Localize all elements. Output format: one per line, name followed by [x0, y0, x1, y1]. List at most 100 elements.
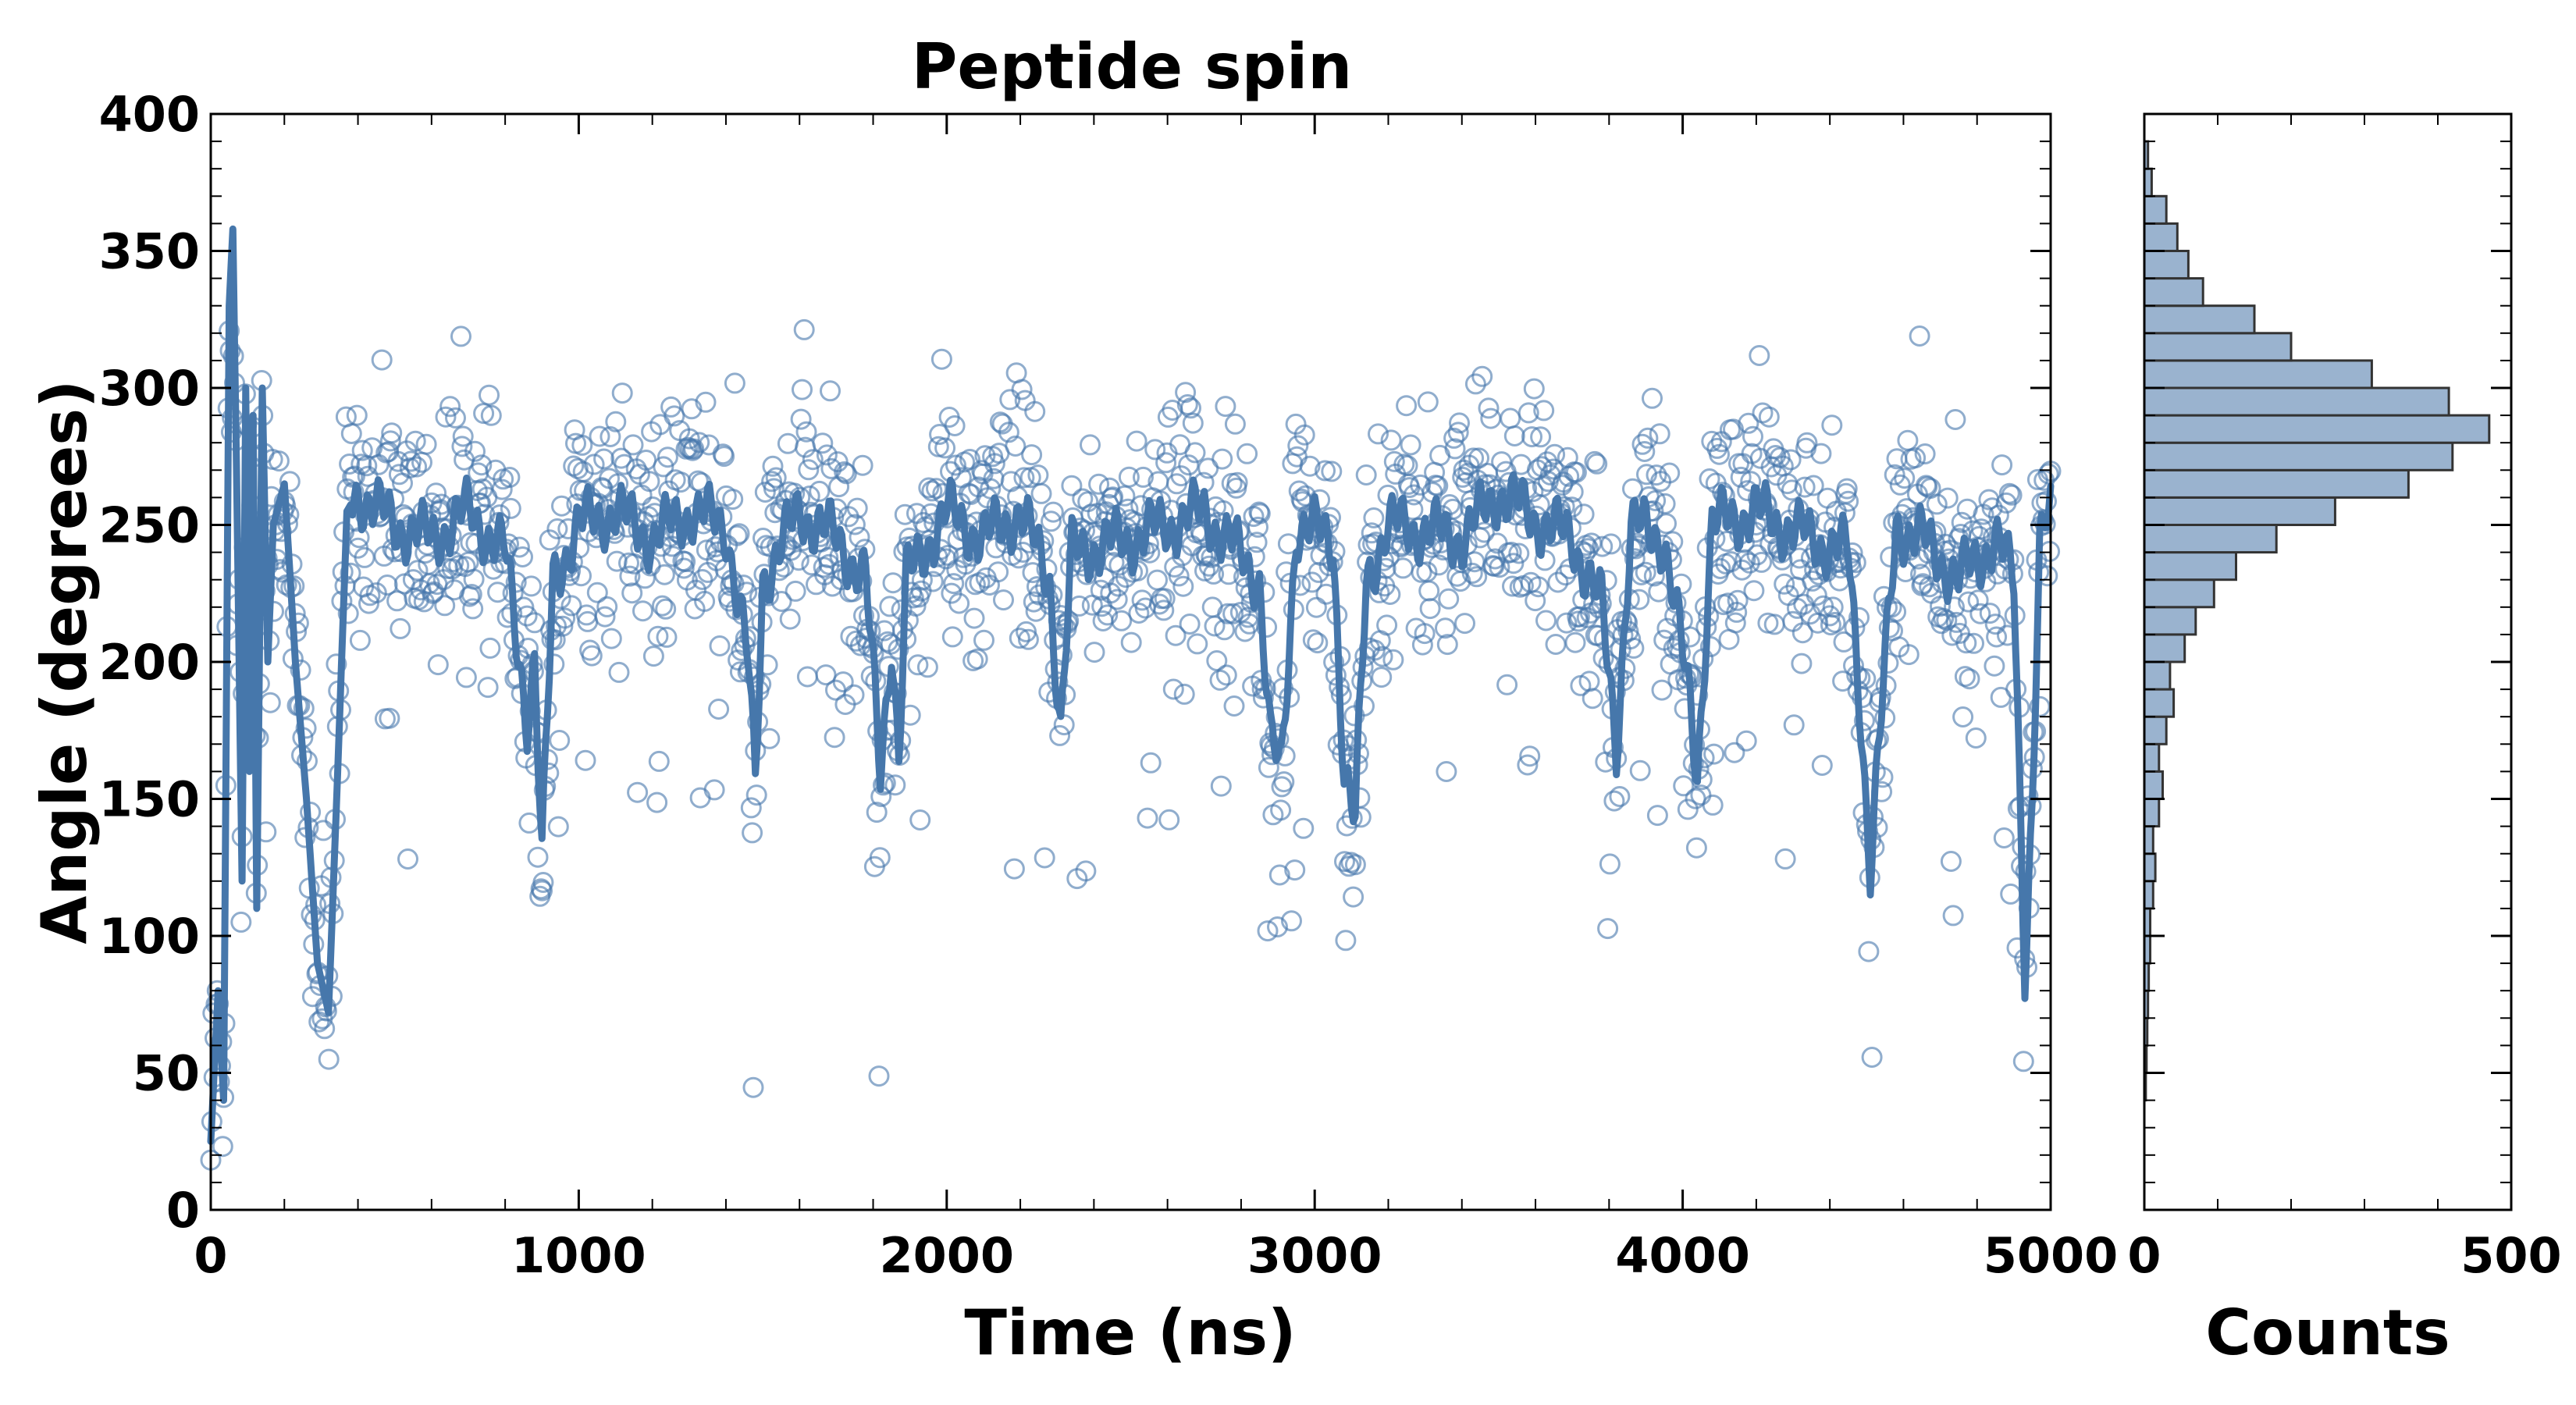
scatter-point: [1703, 743, 1725, 765]
scatter-point: [1382, 649, 1404, 670]
scatter-point: [1042, 501, 1064, 523]
scatter-point: [1153, 599, 1175, 621]
scatter-point: [611, 382, 633, 404]
scatter-point: [642, 646, 664, 667]
scatter-point: [1182, 412, 1204, 434]
scatter-point: [1944, 596, 1965, 618]
scatter-point: [1215, 664, 1237, 686]
scatter-point: [499, 467, 521, 488]
scatter-point: [1508, 542, 1530, 564]
scatter-point: [1984, 655, 2005, 677]
scatter-point: [1419, 598, 1441, 620]
scatter-point: [596, 596, 618, 617]
scatter-point: [1449, 412, 1470, 434]
scatter-point: [1806, 585, 1827, 606]
scatter-point: [605, 411, 627, 432]
scatter-point: [1335, 930, 1357, 951]
scatter-point: [1709, 443, 1730, 465]
scatter-point: [1651, 679, 1673, 701]
scatter-point: [1268, 864, 1290, 886]
scatter-point: [1355, 464, 1377, 486]
scatter-point: [1649, 423, 1670, 445]
scatter-point: [1376, 614, 1398, 636]
histogram-bar: [2143, 715, 2168, 745]
scatter-point: [1128, 603, 1150, 624]
scatter-point: [1436, 634, 1458, 656]
scatter-point: [1836, 478, 1858, 500]
scatter-point: [434, 595, 456, 617]
scatter-point: [1461, 562, 1483, 584]
scatter-point: [973, 629, 994, 651]
scatter-point: [1533, 400, 1555, 422]
scatter-point: [788, 550, 809, 571]
scatter-point: [874, 772, 896, 794]
scatter-point: [1811, 755, 1833, 776]
scatter-point: [1155, 452, 1177, 474]
scatter-point: [357, 465, 379, 487]
chart-title: Peptide spin: [912, 30, 1352, 103]
scatter-point: [516, 605, 538, 627]
scatter-point: [1210, 775, 1232, 797]
scatter-point: [455, 667, 477, 688]
scatter-point: [1206, 650, 1228, 671]
scatter-point: [452, 425, 474, 447]
x-tick-label: 2000: [880, 1227, 1015, 1284]
hist-x-tick-label: 500: [2460, 1227, 2561, 1284]
scatter-point: [1438, 588, 1460, 610]
scatter-point: [1564, 631, 1586, 653]
scatter-point: [926, 478, 947, 500]
scatter-point: [713, 446, 735, 468]
scatter-point: [560, 595, 582, 617]
scatter-point: [1187, 633, 1208, 655]
scatter-point: [941, 626, 963, 648]
scatter-point: [1609, 786, 1631, 807]
scatter-point: [1049, 724, 1071, 746]
scatter-point: [1724, 612, 1746, 634]
y-tick-label: 200: [99, 634, 200, 691]
scatter-point: [351, 439, 373, 461]
scatter-point: [1162, 678, 1184, 700]
scatter-point: [554, 607, 576, 629]
scatter-point: [1454, 613, 1475, 635]
scatter-point: [852, 454, 873, 476]
scatter-point: [1410, 474, 1432, 496]
scatter-point: [843, 684, 865, 706]
scatter-point: [792, 379, 813, 400]
scatter-point: [2001, 484, 2023, 506]
x-tick-label: 1000: [511, 1227, 646, 1284]
scatter-point: [463, 568, 485, 590]
scatter-point: [1021, 444, 1043, 466]
scatter-point: [765, 467, 787, 489]
scatter-point: [1009, 628, 1030, 649]
scatter-point: [1954, 666, 1976, 688]
scatter-point: [1179, 614, 1201, 635]
scatter-point: [1521, 426, 1542, 448]
scatter-point: [1525, 590, 1546, 612]
scatter-point: [1118, 466, 1140, 488]
scatter-point: [655, 598, 677, 620]
scatter-point: [943, 573, 965, 595]
scatter-point: [795, 421, 817, 443]
histogram-bar: [2143, 688, 2176, 718]
y-tick-label: 250: [99, 497, 200, 554]
scatter-point: [1751, 551, 1773, 573]
scatter-point: [703, 779, 725, 801]
scatter-point: [709, 635, 731, 656]
scatter-point: [1824, 611, 1846, 633]
scatter-point: [653, 456, 674, 478]
scatter-point: [627, 781, 649, 803]
scatter-point: [1447, 422, 1469, 443]
scatter-point: [326, 653, 347, 675]
histogram-x-axis-label: Counts: [2205, 1297, 2450, 1369]
scatter-point: [358, 592, 379, 614]
scatter-point: [785, 580, 806, 602]
scatter-point: [407, 560, 429, 582]
scatter-point: [1017, 628, 1039, 650]
scatter-point: [1363, 507, 1385, 528]
scatter-point: [1061, 475, 1083, 496]
scatter-point: [477, 677, 499, 699]
scatter-point: [415, 433, 437, 455]
scatter-point: [1794, 476, 1816, 498]
scatter-point: [1822, 596, 1844, 618]
scatter-point: [349, 629, 371, 651]
